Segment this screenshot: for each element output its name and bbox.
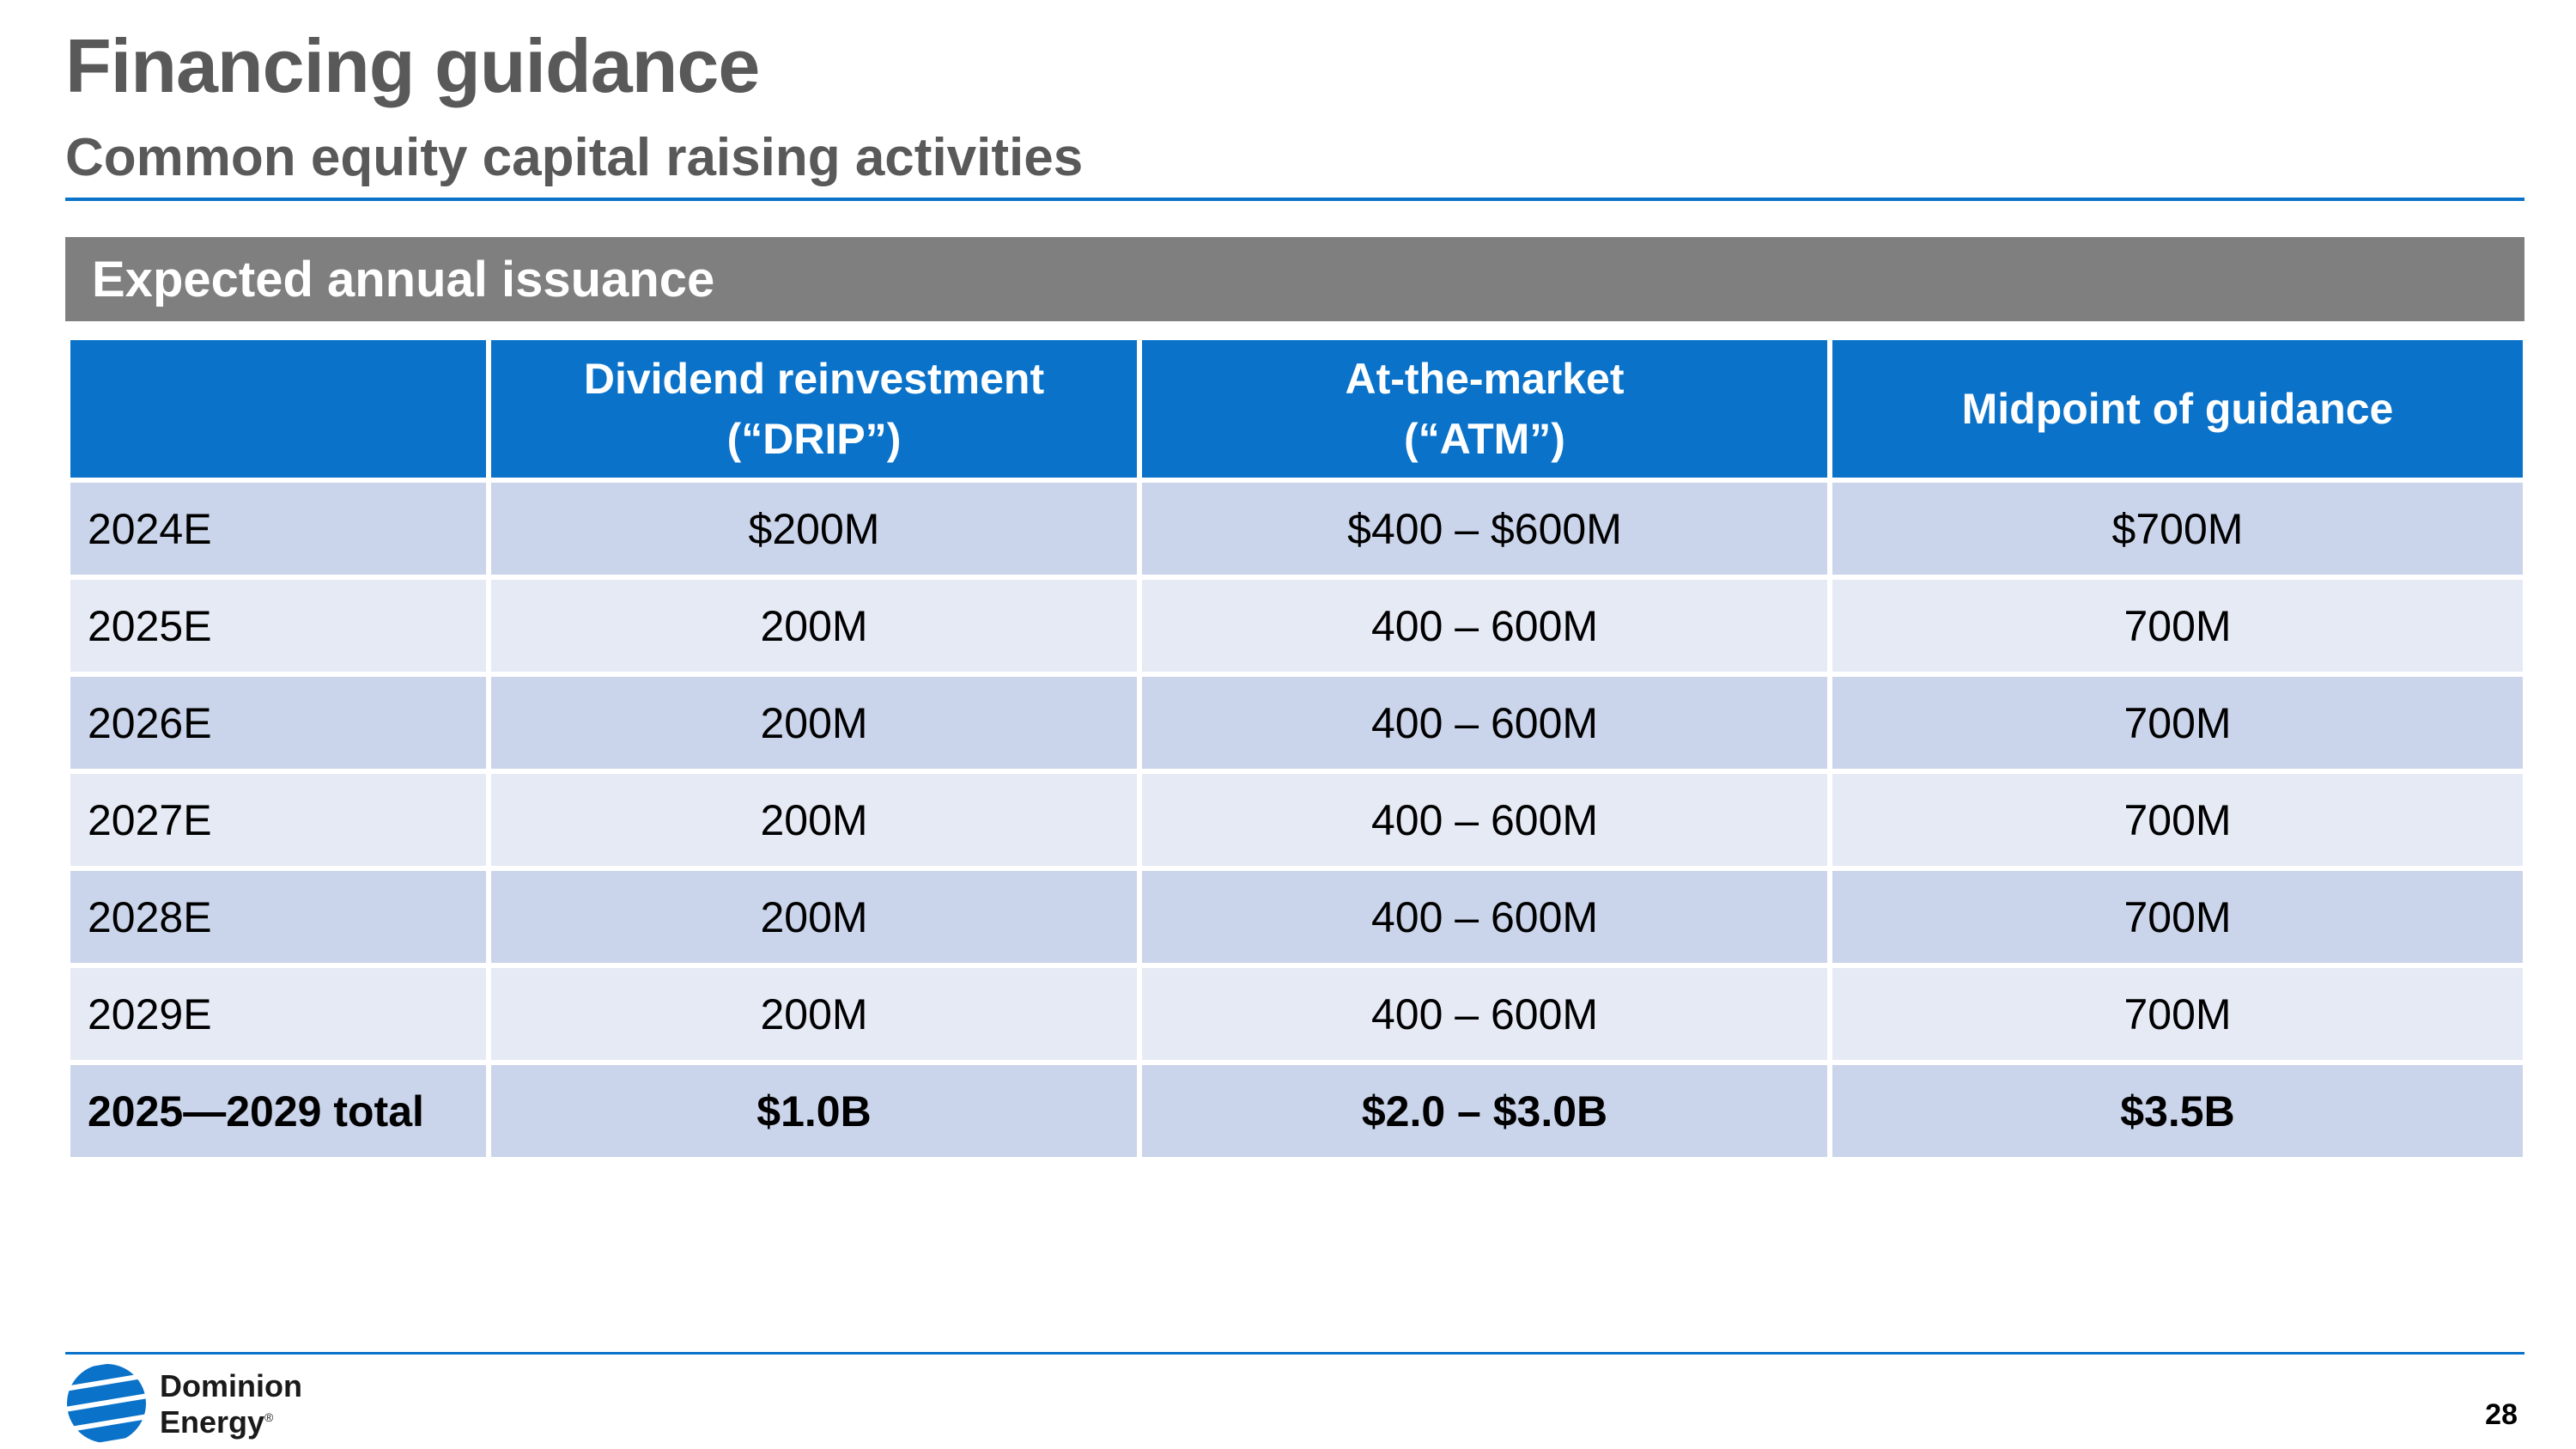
column-header-atm-line1: At-the-market bbox=[1345, 355, 1625, 403]
page-title: Financing guidance bbox=[65, 23, 760, 108]
row-midpoint-value: 700M bbox=[1827, 575, 2528, 677]
row-midpoint-value: 700M bbox=[1827, 672, 2528, 774]
dominion-energy-logo-icon bbox=[67, 1364, 146, 1443]
row-year: 2028E bbox=[65, 866, 491, 968]
row-drip-value: 200M bbox=[486, 575, 1142, 677]
registered-mark: ® bbox=[264, 1410, 274, 1424]
row-year: 2024E bbox=[65, 478, 491, 580]
table-row: 2024E $200M $400 – $600M $700M bbox=[65, 478, 2528, 580]
table-header-row: Dividend reinvestment (“DRIP”) At-the-ma… bbox=[65, 335, 2528, 483]
row-atm-value: 400 – 600M bbox=[1137, 672, 1832, 774]
row-drip-value: 200M bbox=[486, 866, 1142, 968]
issuance-table: Dividend reinvestment (“DRIP”) At-the-ma… bbox=[65, 335, 2528, 1162]
row-year: 2025E bbox=[65, 575, 491, 677]
table-row: 2027E 200M 400 – 600M 700M bbox=[65, 769, 2528, 871]
row-midpoint-value: 700M bbox=[1827, 963, 2528, 1065]
header-divider bbox=[65, 198, 2524, 201]
section-header-bar: Expected annual issuance bbox=[65, 237, 2524, 321]
table-row: 2026E 200M 400 – 600M 700M bbox=[65, 672, 2528, 774]
column-header-midpoint: Midpoint of guidance bbox=[1827, 335, 2528, 483]
footer-divider bbox=[65, 1352, 2524, 1355]
row-midpoint-value: 700M bbox=[1827, 866, 2528, 968]
logo-line-1: Dominion bbox=[160, 1368, 302, 1403]
row-atm-value: 400 – 600M bbox=[1137, 575, 1832, 677]
logo-wordmark: Dominion Energy® bbox=[160, 1371, 302, 1438]
row-atm-value: $400 – $600M bbox=[1137, 478, 1832, 580]
table-row: 2025E 200M 400 – 600M 700M bbox=[65, 575, 2528, 677]
row-year: 2029E bbox=[65, 963, 491, 1065]
page-subtitle: Common equity capital raising activities bbox=[65, 128, 1084, 187]
row-year: 2026E bbox=[65, 672, 491, 774]
total-label: 2025—2029 total bbox=[65, 1060, 491, 1162]
row-drip-value: $200M bbox=[486, 478, 1142, 580]
column-header-drip-line1: Dividend reinvestment bbox=[583, 355, 1045, 403]
table-row: 2028E 200M 400 – 600M 700M bbox=[65, 866, 2528, 968]
column-header-atm-line2: (“ATM”) bbox=[1404, 415, 1565, 463]
column-header-drip-line2: (“DRIP”) bbox=[726, 415, 902, 463]
column-header-atm: At-the-market (“ATM”) bbox=[1137, 335, 1832, 483]
logo-line-2: Energy bbox=[160, 1404, 265, 1440]
total-midpoint-value: $3.5B bbox=[1827, 1060, 2528, 1162]
row-year: 2027E bbox=[65, 769, 491, 871]
row-midpoint-value: 700M bbox=[1827, 769, 2528, 871]
table-total-row: 2025—2029 total $1.0B $2.0 – $3.0B $3.5B bbox=[65, 1060, 2528, 1162]
table-row: 2029E 200M 400 – 600M 700M bbox=[65, 963, 2528, 1065]
row-drip-value: 200M bbox=[486, 672, 1142, 774]
total-atm-value: $2.0 – $3.0B bbox=[1137, 1060, 1832, 1162]
company-logo: Dominion Energy® bbox=[65, 1362, 349, 1443]
row-drip-value: 200M bbox=[486, 963, 1142, 1065]
page-number: 28 bbox=[2485, 1398, 2518, 1431]
section-title: Expected annual issuance bbox=[92, 252, 715, 307]
row-atm-value: 400 – 600M bbox=[1137, 866, 1832, 968]
row-drip-value: 200M bbox=[486, 769, 1142, 871]
row-atm-value: 400 – 600M bbox=[1137, 769, 1832, 871]
total-drip-value: $1.0B bbox=[486, 1060, 1142, 1162]
column-header-drip: Dividend reinvestment (“DRIP”) bbox=[486, 335, 1142, 483]
row-midpoint-value: $700M bbox=[1827, 478, 2528, 580]
row-atm-value: 400 – 600M bbox=[1137, 963, 1832, 1065]
column-header-year bbox=[65, 335, 491, 483]
